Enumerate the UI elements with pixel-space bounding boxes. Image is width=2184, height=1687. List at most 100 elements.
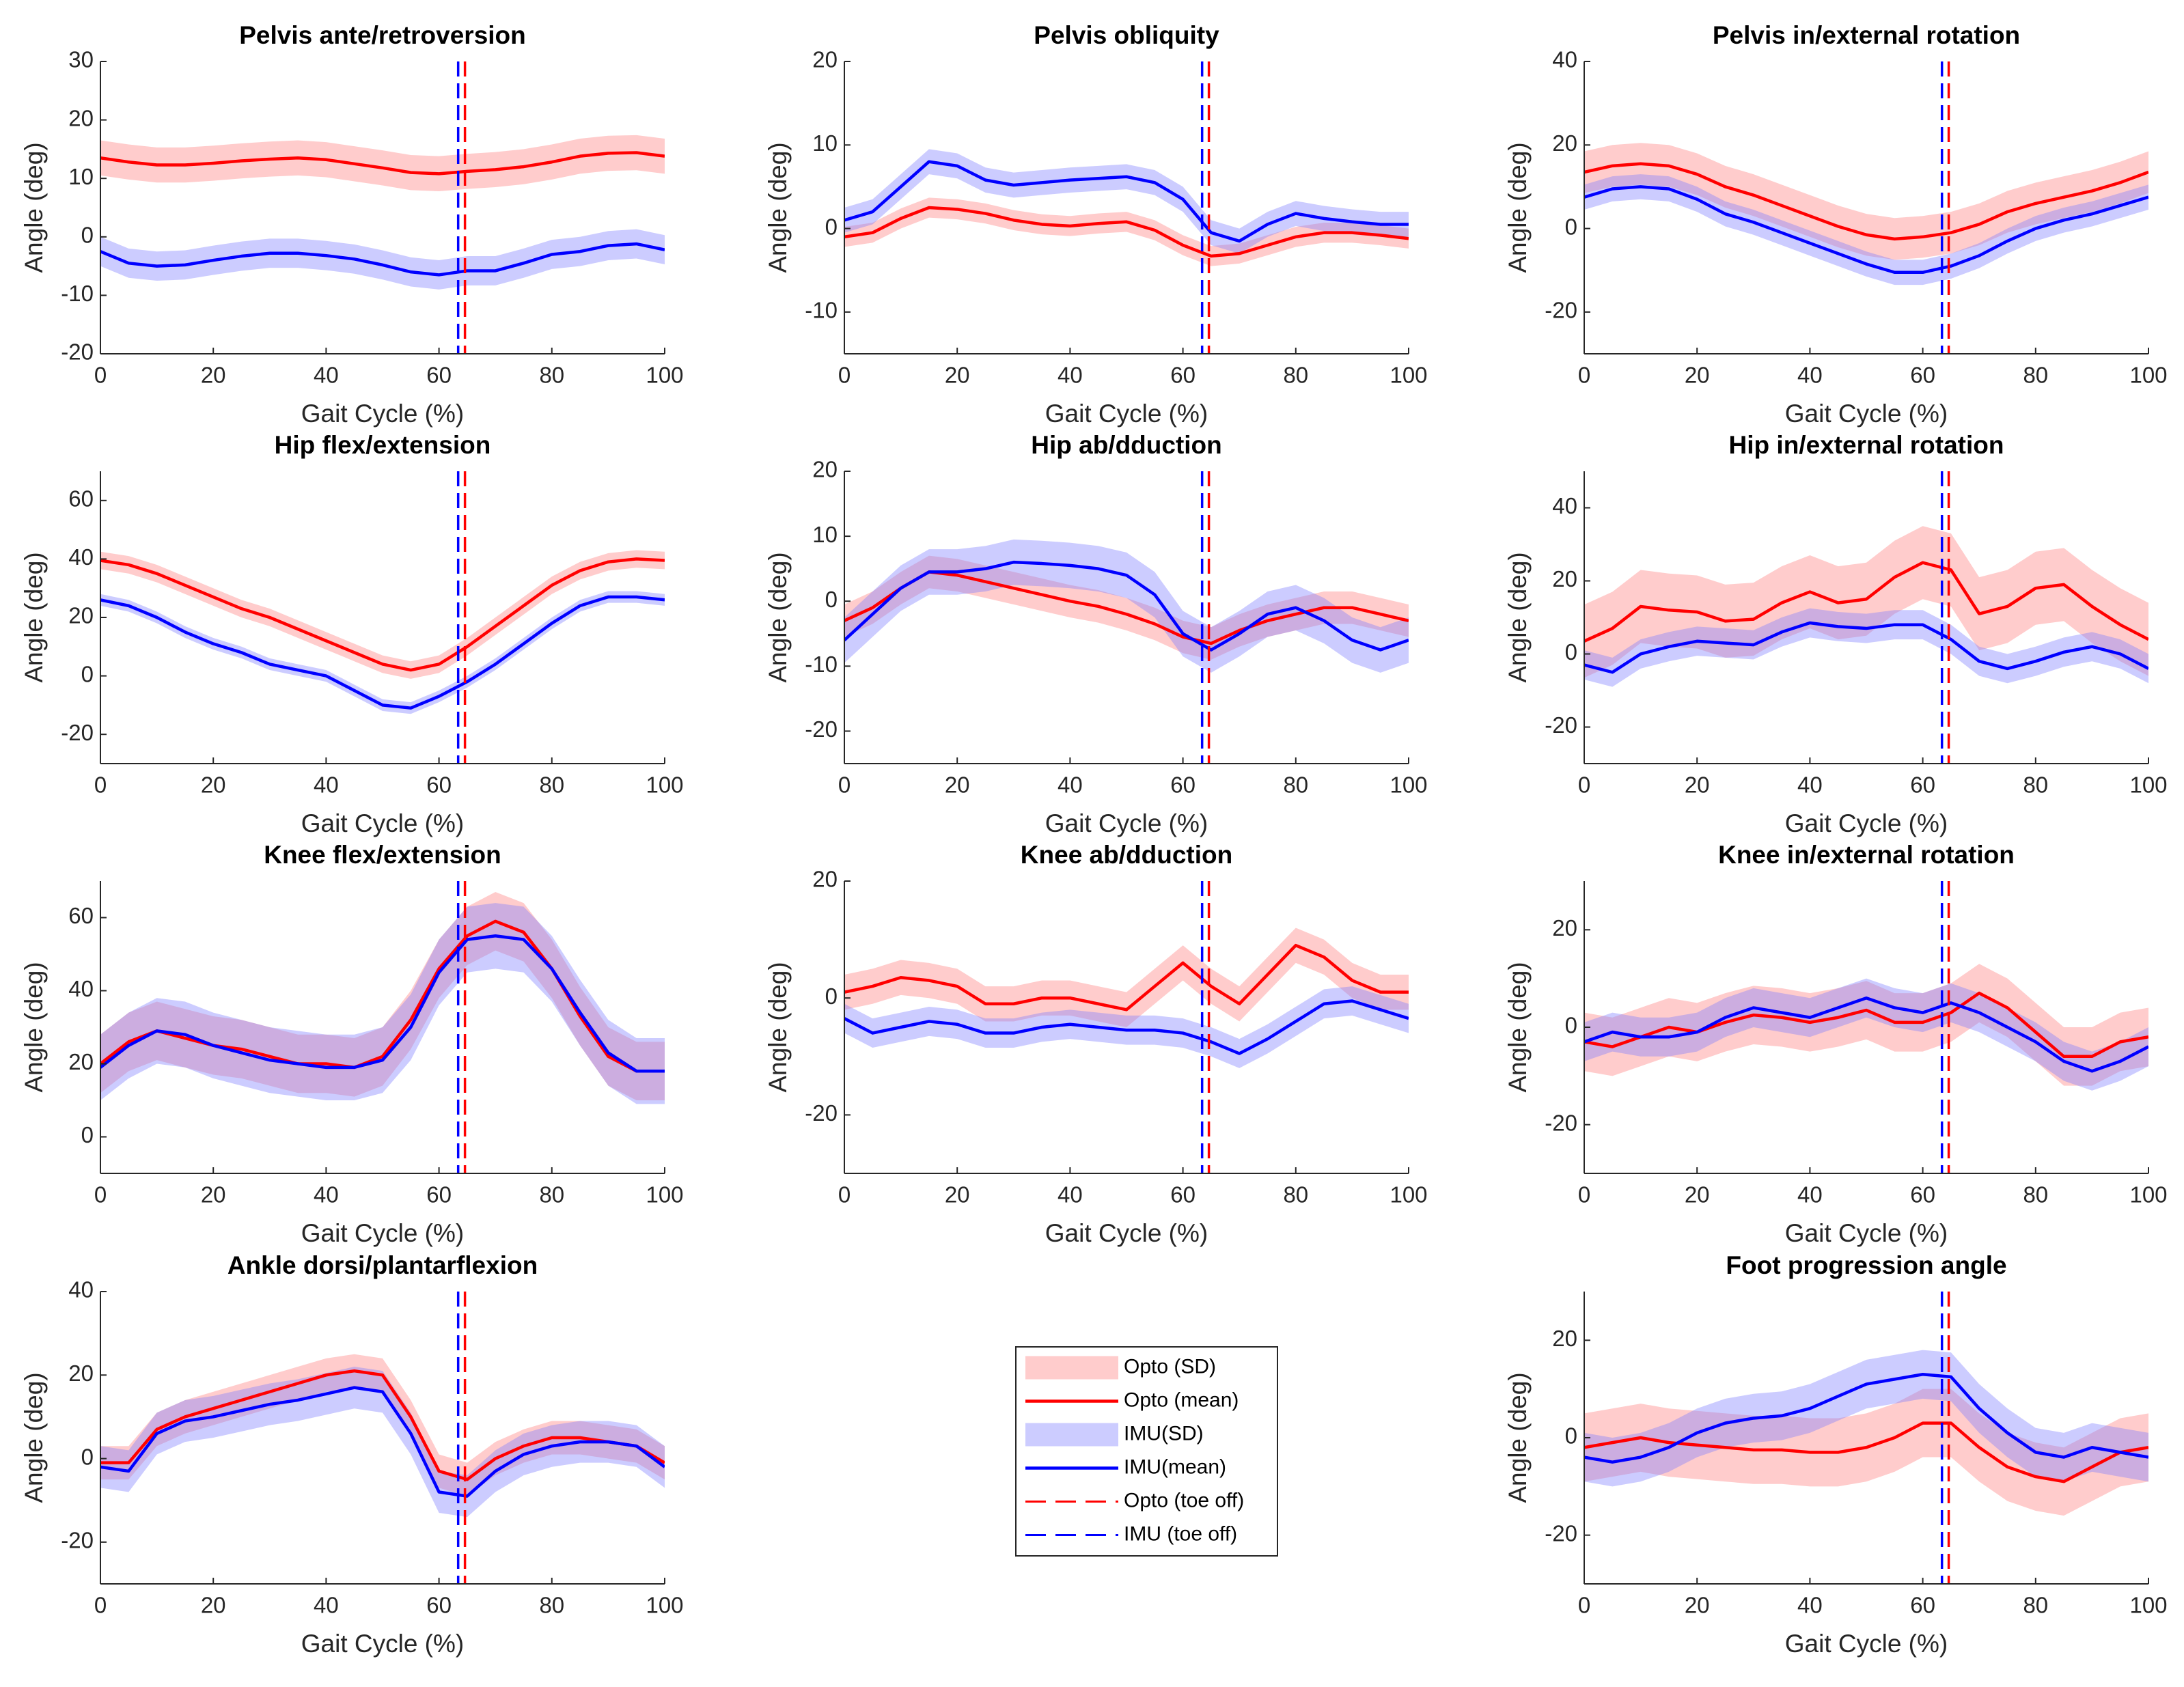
x-tick-label: 20 <box>1685 772 1710 798</box>
y-tick-label: -20 <box>61 339 94 365</box>
y-axis-label: Angle (deg) <box>1504 142 1532 273</box>
plot-area <box>1584 471 2148 764</box>
mean-line <box>100 595 665 710</box>
legend-label: Opto (toe off) <box>1124 1489 1244 1511</box>
y-tick-label: 20 <box>812 457 838 482</box>
plot-area <box>1584 61 2148 354</box>
chart-title: Hip in/external rotation <box>1729 431 2004 459</box>
y-axis-label: Angle (deg) <box>1504 962 1532 1092</box>
sd-band <box>844 986 1409 1068</box>
y-tick-label: 30 <box>68 47 94 72</box>
y-axis-label: Angle (deg) <box>20 1372 48 1503</box>
y-tick-label: -20 <box>1545 712 1577 738</box>
y-tick-label: 20 <box>1552 915 1577 940</box>
y-tick-label: -20 <box>805 716 838 742</box>
chart-title: Pelvis obliquity <box>1034 21 1219 49</box>
y-tick-label: -20 <box>61 720 94 745</box>
y-tick-label: 0 <box>1565 1423 1577 1449</box>
x-tick-label: 40 <box>1797 772 1823 798</box>
x-tick-label: 20 <box>945 1182 970 1208</box>
y-tick-label: -20 <box>805 1100 838 1126</box>
plot-area <box>844 471 1409 764</box>
y-tick-label: 20 <box>68 1361 94 1386</box>
panel: -20 0 20 40 0 20 40 60 80 100 Pelvis in/external r… <box>1504 21 2168 428</box>
x-tick-label: 80 <box>539 772 564 798</box>
x-tick-label: 40 <box>1797 1182 1823 1208</box>
plot-area <box>1584 881 2148 1173</box>
chart-title: Ankle dorsi/plantarflexion <box>227 1251 538 1279</box>
y-tick-label: -20 <box>1545 1110 1577 1135</box>
x-tick-label: 80 <box>2023 363 2048 388</box>
x-tick-label: 40 <box>314 1593 339 1618</box>
sd-band <box>1584 1350 2148 1487</box>
y-tick-label: 40 <box>68 1277 94 1302</box>
x-tick-label: 40 <box>1058 772 1083 798</box>
x-tick-label: 20 <box>201 1593 226 1618</box>
y-axis-label: Angle (deg) <box>20 962 48 1092</box>
y-axis-label: Angle (deg) <box>1504 552 1532 682</box>
y-tick-label: 40 <box>68 976 94 1001</box>
legend-label: Opto (mean) <box>1124 1389 1239 1411</box>
y-tick-label: 10 <box>812 522 838 547</box>
y-tick-label: 40 <box>68 544 94 570</box>
mean-line <box>100 242 665 277</box>
y-tick-label: 0 <box>825 984 838 1009</box>
mean-line <box>1584 561 2148 643</box>
x-tick-label: 0 <box>1578 772 1590 798</box>
x-tick-label: 60 <box>426 772 452 798</box>
x-tick-label: 0 <box>1578 1182 1590 1208</box>
legend-label: IMU(mean) <box>1124 1455 1226 1478</box>
mean-line <box>844 206 1409 258</box>
sd-band <box>1584 978 2148 1091</box>
y-tick-label: 20 <box>1552 130 1577 156</box>
x-tick-label: 100 <box>2129 363 2167 388</box>
mean-line <box>100 934 665 1073</box>
sd-band <box>100 229 665 290</box>
sd-band <box>100 903 665 1104</box>
y-tick-label: -20 <box>1545 298 1577 323</box>
x-tick-label: 80 <box>2023 1182 2048 1208</box>
y-tick-label: 0 <box>825 587 838 612</box>
chart-title: Foot progression angle <box>1726 1251 2006 1279</box>
x-tick-label: 80 <box>2023 1593 2048 1618</box>
x-tick-label: 80 <box>1283 772 1308 798</box>
x-axis-label: Gait Cycle (%) <box>1045 400 1208 428</box>
panel: -20 0 20 40 0 20 40 60 80 100 Hip in/external rota… <box>1504 431 2168 837</box>
plot-area <box>844 881 1409 1173</box>
x-tick-label: 0 <box>1578 1593 1590 1618</box>
chart-title: Knee in/external rotation <box>1718 841 2015 869</box>
plot-area <box>100 61 665 354</box>
mean-line <box>1584 162 2148 241</box>
sd-band <box>1584 964 2148 1086</box>
x-tick-label: 60 <box>1910 1182 1935 1208</box>
panel: -20 -10 0 10 20 30 0 20 40 60 80 100 Pelvis ante/ret… <box>20 21 684 428</box>
chart-title: Pelvis in/external rotation <box>1713 21 2020 49</box>
x-tick-label: 60 <box>1910 1593 1935 1618</box>
mean-line <box>100 1386 665 1498</box>
x-tick-label: 60 <box>426 1593 452 1618</box>
x-tick-label: 100 <box>1390 1182 1427 1208</box>
y-tick-label: -20 <box>1545 1520 1577 1546</box>
y-tick-label: -10 <box>805 298 838 323</box>
y-tick-label: 0 <box>81 1122 94 1147</box>
x-axis-label: Gait Cycle (%) <box>1045 1219 1208 1247</box>
y-tick-label: 20 <box>68 1049 94 1074</box>
x-tick-label: 60 <box>1170 772 1195 798</box>
sd-band <box>1584 1389 2148 1516</box>
mean-line <box>844 999 1409 1055</box>
sd-band <box>100 1367 665 1518</box>
x-tick-label: 60 <box>1170 1182 1195 1208</box>
x-tick-label: 60 <box>1910 772 1935 798</box>
y-tick-label: 40 <box>1552 47 1577 72</box>
x-tick-label: 20 <box>1685 1182 1710 1208</box>
sd-band <box>1584 526 2148 678</box>
plot-area <box>1584 1292 2148 1584</box>
x-tick-label: 40 <box>1058 363 1083 388</box>
legend-label: IMU (toe off) <box>1124 1522 1237 1545</box>
y-tick-label: 60 <box>68 486 94 512</box>
y-axis-label: Angle (deg) <box>20 142 48 273</box>
y-tick-label: -20 <box>61 1528 94 1553</box>
x-tick-label: 60 <box>1910 363 1935 388</box>
y-axis-label: Angle (deg) <box>764 552 792 682</box>
